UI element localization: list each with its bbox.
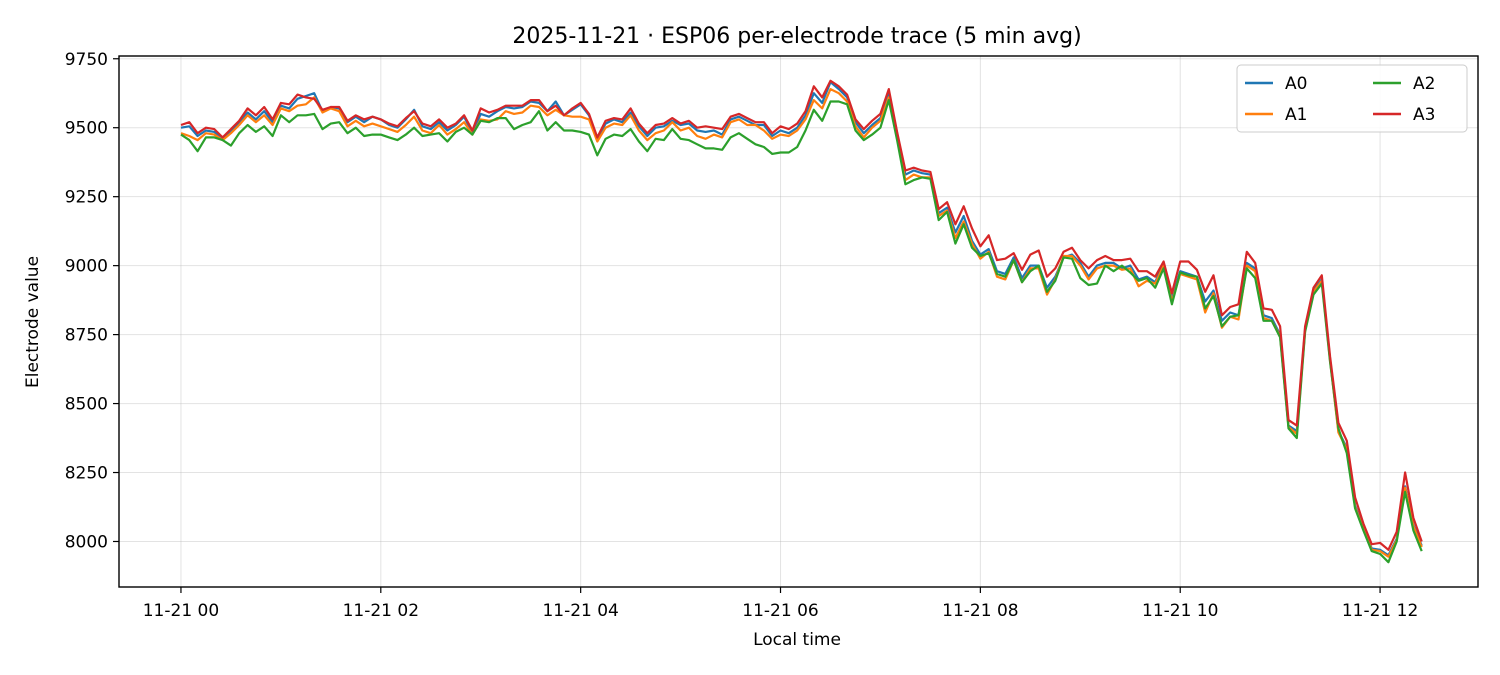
- series-line-a3: [180, 79, 1423, 551]
- y-tick-label: 9750: [65, 50, 108, 70]
- y-tick-label: 8750: [65, 326, 108, 346]
- legend-label-a3: A3: [1413, 105, 1435, 125]
- y-tick-label: 8000: [65, 532, 108, 552]
- legend: A0 A1 A2 A3: [1236, 64, 1468, 133]
- x-tick-label: 11-21 02: [343, 601, 419, 621]
- legend-label-a0: A0: [1285, 74, 1307, 94]
- x-tick-label: 11-21 10: [1142, 601, 1218, 621]
- y-tick-label: 8500: [65, 395, 108, 415]
- y-axis-label: Electrode value: [23, 256, 43, 388]
- x-axis-label: Local time: [753, 630, 841, 650]
- plot-frame: [118, 55, 1479, 588]
- x-tick-label: 11-21 08: [942, 601, 1018, 621]
- chart-title: 2025-11-21 · ESP06 per-electrode trace (…: [512, 24, 1081, 49]
- x-tick-label: 11-21 04: [542, 601, 618, 621]
- y-tick-label: 9000: [65, 257, 108, 277]
- x-tick-label: 11-21 00: [143, 601, 219, 621]
- series-line-a2: [180, 98, 1423, 564]
- legend-label-a1: A1: [1285, 105, 1307, 125]
- legend-box: [1236, 64, 1468, 133]
- legend-label-a2: A2: [1413, 74, 1435, 94]
- series-lines: [180, 79, 1423, 564]
- x-tick-label: 11-21 12: [1342, 601, 1418, 621]
- y-tick-label: 9500: [65, 119, 108, 139]
- axis-ticks: 11-21 00 11-21 02 11-21 04 11-21 06 11-21 08…: [65, 50, 1419, 621]
- x-tick-label: 11-21 06: [742, 601, 818, 621]
- y-tick-label: 8250: [65, 464, 108, 484]
- series-line-a1: [180, 87, 1423, 558]
- y-tick-label: 9250: [65, 188, 108, 208]
